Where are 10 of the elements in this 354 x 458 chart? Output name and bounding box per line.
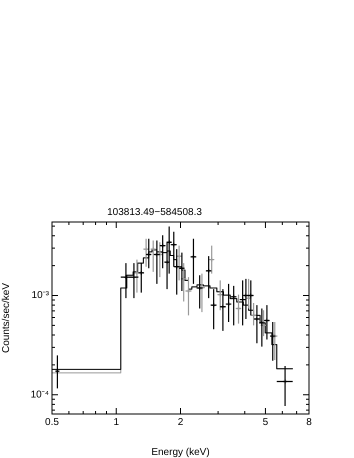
x-tick-label: 5 bbox=[262, 416, 269, 428]
x-tick-label: 1 bbox=[113, 416, 120, 428]
y-tick-label: 10⁻⁴ bbox=[30, 390, 49, 401]
y-axis-title: Counts/sec/keV bbox=[0, 282, 12, 354]
x-tick-label: 0.5 bbox=[45, 416, 60, 428]
x-tick-label: 8 bbox=[306, 416, 312, 428]
x-tick-label: 2 bbox=[178, 416, 184, 428]
y-tick-label: 10⁻³ bbox=[32, 290, 50, 302]
x-axis-title: Energy (keV) bbox=[151, 446, 210, 458]
chart-title: 103813.49−584508.3 bbox=[107, 206, 202, 218]
